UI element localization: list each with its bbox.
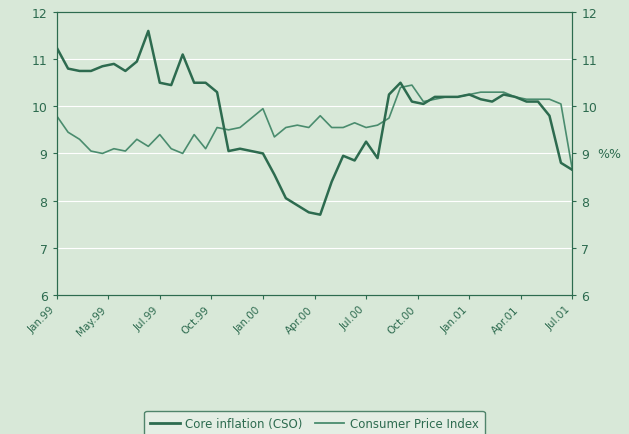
Core inflation (CSO) <box>465 93 473 98</box>
Y-axis label:   %: % <box>590 148 610 161</box>
Consumer Price Index <box>145 145 152 150</box>
Consumer Price Index <box>282 125 289 131</box>
Consumer Price Index <box>294 123 301 128</box>
Core inflation (CSO) <box>316 213 324 218</box>
Consumer Price Index <box>225 128 232 133</box>
Consumer Price Index <box>385 116 392 122</box>
Core inflation (CSO) <box>557 161 565 166</box>
Consumer Price Index <box>511 95 519 100</box>
Consumer Price Index <box>328 125 335 131</box>
Core inflation (CSO) <box>408 100 416 105</box>
Core inflation (CSO) <box>202 81 209 86</box>
Consumer Price Index <box>488 90 496 95</box>
Core inflation (CSO) <box>294 203 301 208</box>
Core inflation (CSO) <box>511 95 519 100</box>
Consumer Price Index <box>454 95 462 100</box>
Core inflation (CSO) <box>64 67 72 72</box>
Core inflation (CSO) <box>534 100 542 105</box>
Consumer Price Index <box>53 114 60 119</box>
Consumer Price Index <box>557 102 565 107</box>
Consumer Price Index <box>248 116 255 122</box>
Core inflation (CSO) <box>53 46 60 51</box>
Core inflation (CSO) <box>225 149 232 155</box>
Consumer Price Index <box>167 147 175 152</box>
Core inflation (CSO) <box>156 81 164 86</box>
Consumer Price Index <box>420 100 427 105</box>
Core inflation (CSO) <box>420 102 427 107</box>
Consumer Price Index <box>477 90 484 95</box>
Consumer Price Index <box>534 97 542 102</box>
Core inflation (CSO) <box>237 147 244 152</box>
Core inflation (CSO) <box>397 81 404 86</box>
Core inflation (CSO) <box>213 90 221 95</box>
Consumer Price Index <box>351 121 359 126</box>
Core inflation (CSO) <box>99 65 106 70</box>
Core inflation (CSO) <box>500 93 508 98</box>
Consumer Price Index <box>443 95 450 100</box>
Consumer Price Index <box>237 125 244 131</box>
Consumer Price Index <box>340 125 347 131</box>
Legend: Core inflation (CSO), Consumer Price Index: Core inflation (CSO), Consumer Price Ind… <box>144 411 485 434</box>
Text: %: % <box>608 148 620 161</box>
Core inflation (CSO) <box>248 149 255 155</box>
Consumer Price Index <box>156 133 164 138</box>
Core inflation (CSO) <box>569 168 576 173</box>
Consumer Price Index <box>316 114 324 119</box>
Core inflation (CSO) <box>477 97 484 102</box>
Core inflation (CSO) <box>179 53 186 58</box>
Core inflation (CSO) <box>110 62 118 67</box>
Core inflation (CSO) <box>351 158 359 164</box>
Consumer Price Index <box>374 123 381 128</box>
Core inflation (CSO) <box>133 60 141 65</box>
Core inflation (CSO) <box>87 69 95 74</box>
Line: Consumer Price Index: Consumer Price Index <box>57 86 572 171</box>
Consumer Price Index <box>213 125 221 131</box>
Consumer Price Index <box>99 151 106 157</box>
Core inflation (CSO) <box>546 114 554 119</box>
Consumer Price Index <box>397 85 404 91</box>
Consumer Price Index <box>75 137 83 142</box>
Consumer Price Index <box>362 125 370 131</box>
Consumer Price Index <box>305 125 313 131</box>
Core inflation (CSO) <box>167 83 175 89</box>
Consumer Price Index <box>133 137 141 142</box>
Consumer Price Index <box>523 97 530 102</box>
Consumer Price Index <box>431 97 438 102</box>
Core inflation (CSO) <box>282 196 289 201</box>
Consumer Price Index <box>110 147 118 152</box>
Consumer Price Index <box>270 135 278 140</box>
Core inflation (CSO) <box>488 100 496 105</box>
Consumer Price Index <box>500 90 508 95</box>
Core inflation (CSO) <box>259 151 267 157</box>
Core inflation (CSO) <box>523 100 530 105</box>
Core inflation (CSO) <box>145 29 152 34</box>
Consumer Price Index <box>179 151 186 157</box>
Consumer Price Index <box>121 149 129 155</box>
Consumer Price Index <box>569 168 576 173</box>
Core inflation (CSO) <box>454 95 462 100</box>
Core inflation (CSO) <box>191 81 198 86</box>
Core inflation (CSO) <box>431 95 438 100</box>
Line: Core inflation (CSO): Core inflation (CSO) <box>57 32 572 215</box>
Core inflation (CSO) <box>121 69 129 74</box>
Consumer Price Index <box>191 133 198 138</box>
Consumer Price Index <box>259 107 267 112</box>
Consumer Price Index <box>546 97 554 102</box>
Core inflation (CSO) <box>328 180 335 185</box>
Consumer Price Index <box>202 147 209 152</box>
Core inflation (CSO) <box>270 173 278 178</box>
Consumer Price Index <box>87 149 95 155</box>
Core inflation (CSO) <box>75 69 83 74</box>
Core inflation (CSO) <box>385 93 392 98</box>
Core inflation (CSO) <box>340 154 347 159</box>
Consumer Price Index <box>408 83 416 89</box>
Core inflation (CSO) <box>362 140 370 145</box>
Core inflation (CSO) <box>374 156 381 161</box>
Core inflation (CSO) <box>443 95 450 100</box>
Consumer Price Index <box>465 93 473 98</box>
Core inflation (CSO) <box>305 210 313 215</box>
Consumer Price Index <box>64 130 72 135</box>
